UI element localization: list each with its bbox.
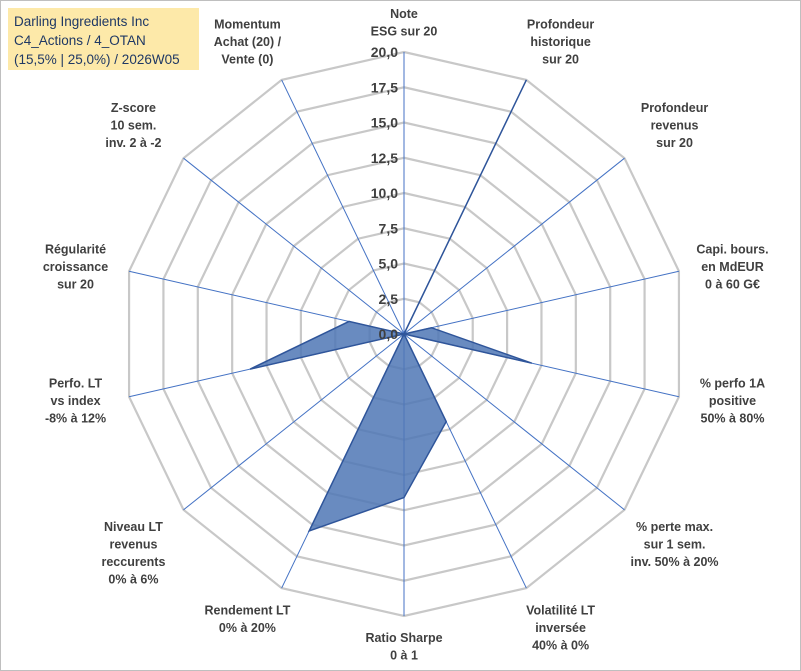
axis-label-12-line-2: inv. 2 à -2 <box>105 136 161 150</box>
axis-label-10-line-1: vs index <box>51 394 101 408</box>
axis-label-6-line-0: Volatilité LT <box>526 603 595 617</box>
spoke-3 <box>403 270 680 335</box>
axis-label-7-line-1: 0 à 1 <box>390 649 418 663</box>
axis-label-13: Momentum Achat (20) / Vente (0) <box>214 18 282 67</box>
axis-label-13-line-2: Vente (0) <box>221 53 273 67</box>
axis-label-7-line-0: Ratio Sharpe <box>365 631 442 645</box>
axis-labels: Note ESG sur 20 Profondeur historique sur 20… <box>43 7 769 663</box>
axis-label-5-line-1: sur 1 sem. <box>644 538 706 552</box>
axis-label-11-line-0: Régularité <box>45 243 106 257</box>
tick-label-2: 5,0 <box>379 256 399 272</box>
axis-label-4-line-2: 50% à 80% <box>701 411 765 425</box>
axis-label-2: Profondeur revenus sur 20 <box>641 101 708 150</box>
axis-label-11: Régularité croissance sur 20 <box>43 243 108 292</box>
axis-label-13-line-1: Achat (20) / <box>214 35 282 49</box>
chart-title-box: Darling Ingredients Inc C4_Actions / 4_O… <box>8 8 199 70</box>
axis-label-3-line-0: Capi. bours. <box>696 243 768 257</box>
spoke-5 <box>403 333 625 511</box>
axis-label-2-line-0: Profondeur <box>641 101 708 115</box>
axis-label-0: Note ESG sur 20 <box>371 7 438 39</box>
tick-label-5: 12,5 <box>371 150 398 166</box>
axis-label-9-line-2: reccurents <box>101 555 165 569</box>
axis-label-0-line-0: Note <box>390 7 418 21</box>
tick-label-0: 0,0 <box>379 326 399 342</box>
axis-label-6-line-2: 40% à 0% <box>532 638 589 652</box>
axis-label-10: Perfo. LT vs index -8% à 12% <box>45 376 106 425</box>
axis-label-0-line-1: ESG sur 20 <box>371 25 438 39</box>
axis-label-9: Niveau LT revenus reccurents 0% à 6% <box>101 520 165 587</box>
tick-label-7: 17,5 <box>371 79 398 95</box>
axis-label-12-line-1: 10 sem. <box>111 118 157 132</box>
tick-label-1: 2,5 <box>379 291 399 307</box>
axis-label-10-line-2: -8% à 12% <box>45 411 106 425</box>
axis-label-4-line-0: % perfo 1A <box>700 376 765 390</box>
axis-label-12: Z-score 10 sem. inv. 2 à -2 <box>105 101 161 150</box>
axis-label-1-line-2: sur 20 <box>542 53 579 67</box>
radar-series <box>249 79 533 533</box>
axis-label-3: Capi. bours. en MdEUR 0 à 60 G€ <box>696 243 768 292</box>
axis-label-1-line-0: Profondeur <box>527 18 594 32</box>
axis-label-13-line-0: Momentum <box>214 18 281 32</box>
axis-label-2-line-2: sur 20 <box>656 136 693 150</box>
axis-label-2-line-1: revenus <box>651 118 699 132</box>
axis-label-3-line-2: 0 à 60 G€ <box>705 278 760 292</box>
title-category: C4_Actions / 4_OTAN <box>14 33 146 48</box>
axis-label-5-line-0: % perte max. <box>636 520 713 534</box>
tick-label-4: 10,0 <box>371 185 398 201</box>
spoke-9 <box>183 333 405 511</box>
axis-label-1-line-1: historique <box>530 35 590 49</box>
axis-label-6: Volatilité LT inversée 40% à 0% <box>526 603 595 652</box>
axis-label-11-line-1: croissance <box>43 260 108 274</box>
axis-label-8: Rendement LT 0% à 20% <box>204 603 290 635</box>
axis-label-8-line-1: 0% à 20% <box>219 621 276 635</box>
axis-label-6-line-1: inversée <box>535 621 586 635</box>
axis-label-7: Ratio Sharpe 0 à 1 <box>365 631 442 663</box>
title-company: Darling Ingredients Inc <box>14 14 150 29</box>
axis-label-1: Profondeur historique sur 20 <box>527 18 594 67</box>
tick-label-8: 20,0 <box>371 44 398 60</box>
tick-label-6: 15,0 <box>371 115 398 131</box>
axis-label-4: % perfo 1A positive 50% à 80% <box>700 376 765 425</box>
axis-label-12-line-0: Z-score <box>111 101 156 115</box>
axis-label-9-line-3: 0% à 6% <box>108 573 158 587</box>
tick-label-3: 7,5 <box>379 220 399 236</box>
axis-label-5: % perte max. sur 1 sem. inv. 50% à 20% <box>631 520 719 569</box>
radial-tick-labels: 0,0 2,5 5,0 7,5 10,0 12,5 15,0 17,5 20,0 <box>371 44 398 342</box>
title-params: (15,5% | 25,0%) / 2026W05 <box>14 52 180 67</box>
axis-label-5-line-2: inv. 50% à 20% <box>631 555 719 569</box>
spoke-12 <box>183 157 405 335</box>
axis-label-9-line-0: Niveau LT <box>104 520 163 534</box>
axis-label-10-line-0: Perfo. LT <box>49 376 103 390</box>
spoke-2 <box>403 157 625 335</box>
axis-label-8-line-0: Rendement LT <box>204 603 290 617</box>
axis-label-4-line-1: positive <box>709 394 756 408</box>
axis-label-9-line-1: revenus <box>109 538 157 552</box>
spoke-13 <box>281 79 405 335</box>
axis-label-11-line-2: sur 20 <box>57 278 94 292</box>
axis-label-3-line-1: en MdEUR <box>701 260 764 274</box>
